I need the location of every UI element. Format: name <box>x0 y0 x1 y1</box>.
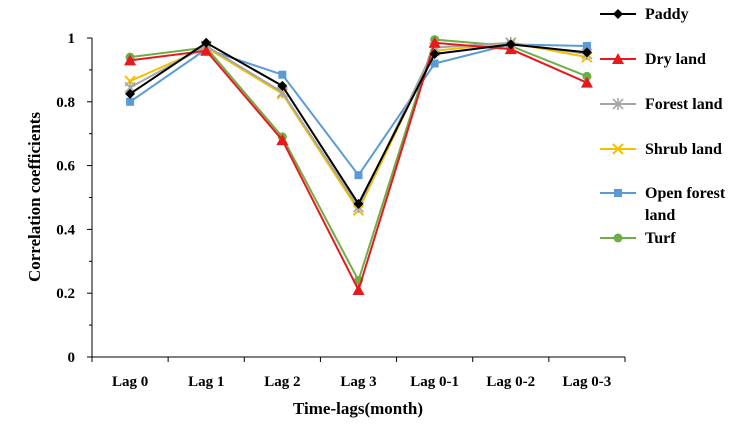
legend-item: Dry land <box>600 51 706 68</box>
data-point <box>429 48 440 59</box>
legend-label-line: Open forest <box>645 185 726 202</box>
y-axis-title: Correlation coefficients <box>25 112 44 282</box>
x-tick-label: Lag 0-2 <box>486 374 535 390</box>
data-point <box>125 88 136 99</box>
x-tick-label: Lag 0-3 <box>563 374 612 390</box>
plot-area: 0 0.2 0.4 0.6 0.8 1 Lag 0 Lag 1 Lag 2 Lag 3 Lag 0-… <box>56 31 626 390</box>
y-tick-label: 0.6 <box>56 159 75 175</box>
y-tick-label: 0.8 <box>56 95 75 111</box>
series-dry-land <box>124 36 593 296</box>
data-point <box>580 76 593 88</box>
data-point <box>353 198 364 209</box>
data-point <box>428 36 441 48</box>
data-point <box>505 39 516 50</box>
legend-label: Turf <box>645 230 676 247</box>
data-point <box>200 44 213 56</box>
y-tick-label: 0.4 <box>56 222 75 238</box>
legend-marker <box>614 189 622 197</box>
y-tick-label: 1 <box>68 31 76 47</box>
series-shrub-land <box>124 37 593 216</box>
data-point <box>201 37 212 48</box>
data-point <box>430 59 439 68</box>
legend-label: Forest land <box>645 96 723 113</box>
series-paddy <box>125 37 592 209</box>
legend: Paddy Dry land Forest land Shrub land Open f… <box>600 6 726 247</box>
legend-item: Turf <box>600 230 676 247</box>
data-point <box>352 284 365 296</box>
legend-label-line: land <box>645 207 675 224</box>
legend-label: Paddy <box>645 6 689 23</box>
legend-item: Forest land <box>600 96 723 113</box>
data-point <box>278 70 287 79</box>
y-tick-label: 0.2 <box>56 286 75 302</box>
data-point <box>582 41 591 50</box>
series-open-forest-land <box>126 40 591 180</box>
x-tick-label: Lag 1 <box>188 374 224 390</box>
series-forest-land <box>124 36 593 214</box>
legend-marker <box>612 98 624 110</box>
legend-marker <box>613 9 623 19</box>
data-point <box>126 97 135 106</box>
series-turf <box>125 35 592 285</box>
y-tick-label: 0 <box>68 350 76 366</box>
series-line <box>129 41 588 206</box>
legend-marker-stroke <box>612 143 624 155</box>
x-tick-label: Lag 3 <box>340 374 376 390</box>
series-line <box>129 41 588 293</box>
data-point <box>581 47 592 58</box>
legend-label: Open forest land <box>645 185 726 224</box>
x-tick-label: Lag 0-1 <box>410 374 459 390</box>
data-point <box>124 54 137 66</box>
series-line <box>129 41 588 210</box>
data-point <box>582 71 592 81</box>
series-line <box>129 43 587 177</box>
legend-item: Shrub land <box>600 141 722 158</box>
series-line <box>129 38 588 284</box>
legend-item: Paddy <box>600 6 689 23</box>
legend-label: Dry land <box>645 51 706 68</box>
legend-label: Shrub land <box>645 141 722 158</box>
x-axis-title: Time-lags(month) <box>293 399 423 418</box>
data-point <box>277 80 288 91</box>
x-tick-label: Lag 2 <box>264 374 300 390</box>
data-point <box>354 171 363 180</box>
legend-marker <box>612 143 624 155</box>
data-point <box>276 134 289 146</box>
series-line <box>129 41 588 213</box>
legend-marker <box>613 233 623 243</box>
x-tick-label: Lag 0 <box>112 374 148 390</box>
legend-item: Open forest land <box>600 185 726 224</box>
legend-marker <box>612 53 624 64</box>
